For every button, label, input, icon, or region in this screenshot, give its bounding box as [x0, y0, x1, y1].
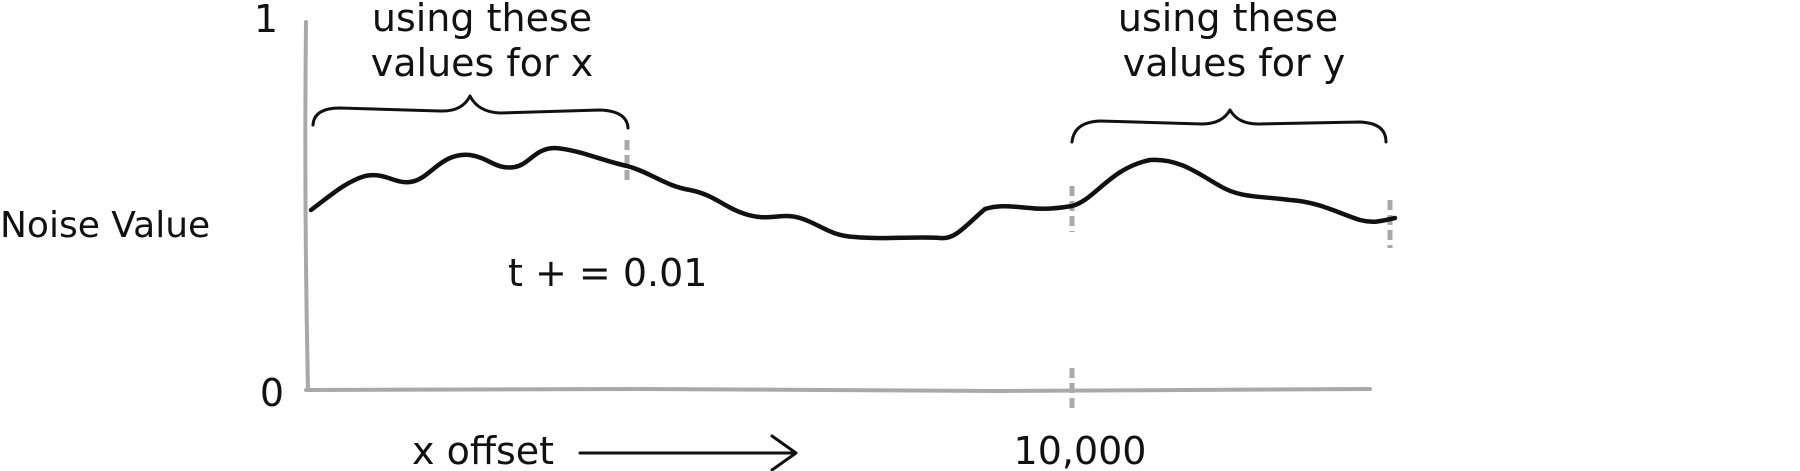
x-axis-label: x offset [412, 429, 554, 471]
y-axis-bottom-tick: 0 [260, 371, 284, 415]
x-brace-label-line1: using these [372, 0, 592, 40]
y-axis-label: Noise Value [0, 205, 210, 246]
x-axis-marker-label: 10,000 [1014, 429, 1147, 471]
x-axis-line [304, 386, 1372, 394]
x-brace-label-line2: values for x [371, 41, 594, 85]
increment-label: t + = 0.01 [508, 251, 707, 295]
right-arrow-icon [578, 434, 798, 471]
x-values-brace [311, 94, 630, 130]
y-axis-line [303, 20, 310, 392]
y-brace-label-line1: using these [1118, 0, 1338, 40]
y-brace-label-line2: values for y [1123, 41, 1346, 85]
noise-curve [308, 145, 1398, 241]
y-values-brace [1070, 108, 1388, 144]
y-axis-top-tick: 1 [254, 0, 278, 41]
